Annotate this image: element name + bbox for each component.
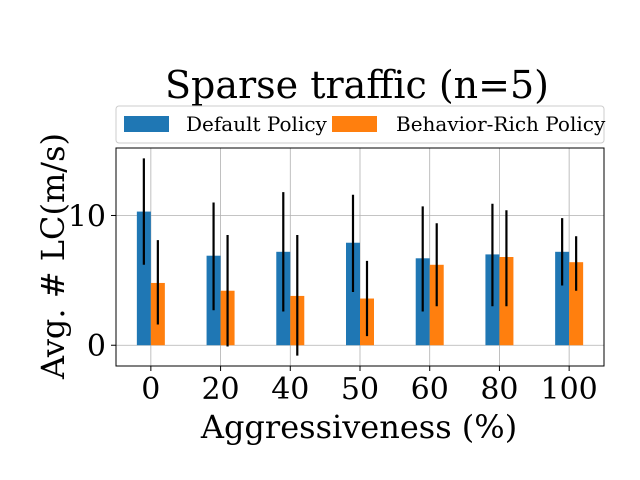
chart-title: Sparse traffic (n=5) (165, 63, 549, 107)
error-bars-layer (142, 158, 578, 356)
legend-swatch-default-policy (124, 116, 169, 132)
x-axis-label: Aggressiveness (%) (200, 408, 517, 446)
x-tick-label: 100 (541, 372, 598, 407)
bar-default-policy (136, 211, 151, 346)
bar-default-policy (555, 251, 570, 346)
legend-label-default-policy: Default Policy (186, 112, 328, 136)
x-tick-label: 0 (141, 372, 160, 407)
x-tick-label: 80 (480, 372, 518, 407)
x-tick-label: 50 (341, 372, 379, 407)
legend-swatch-behavior-rich-policy (332, 116, 377, 132)
legend-label-behavior-rich-policy: Behavior-Rich Policy (396, 112, 606, 136)
y-tick-label: 10 (68, 199, 106, 234)
y-ticks-layer: 0 10 (68, 199, 116, 364)
y-tick-label: 0 (87, 329, 106, 364)
x-tick-label: 40 (271, 372, 309, 407)
x-tick-label: 20 (201, 372, 239, 407)
legend: Default Policy Behavior-Rich Policy (115, 105, 606, 144)
x-tick-label: 60 (411, 372, 449, 407)
bar-behavior-rich-policy (569, 262, 584, 346)
x-ticks-layer: 0 20 40 50 60 80 100 (141, 366, 598, 407)
y-axis-label: Avg. # LC(m/s) (34, 133, 72, 380)
bar-default-policy (346, 242, 360, 346)
